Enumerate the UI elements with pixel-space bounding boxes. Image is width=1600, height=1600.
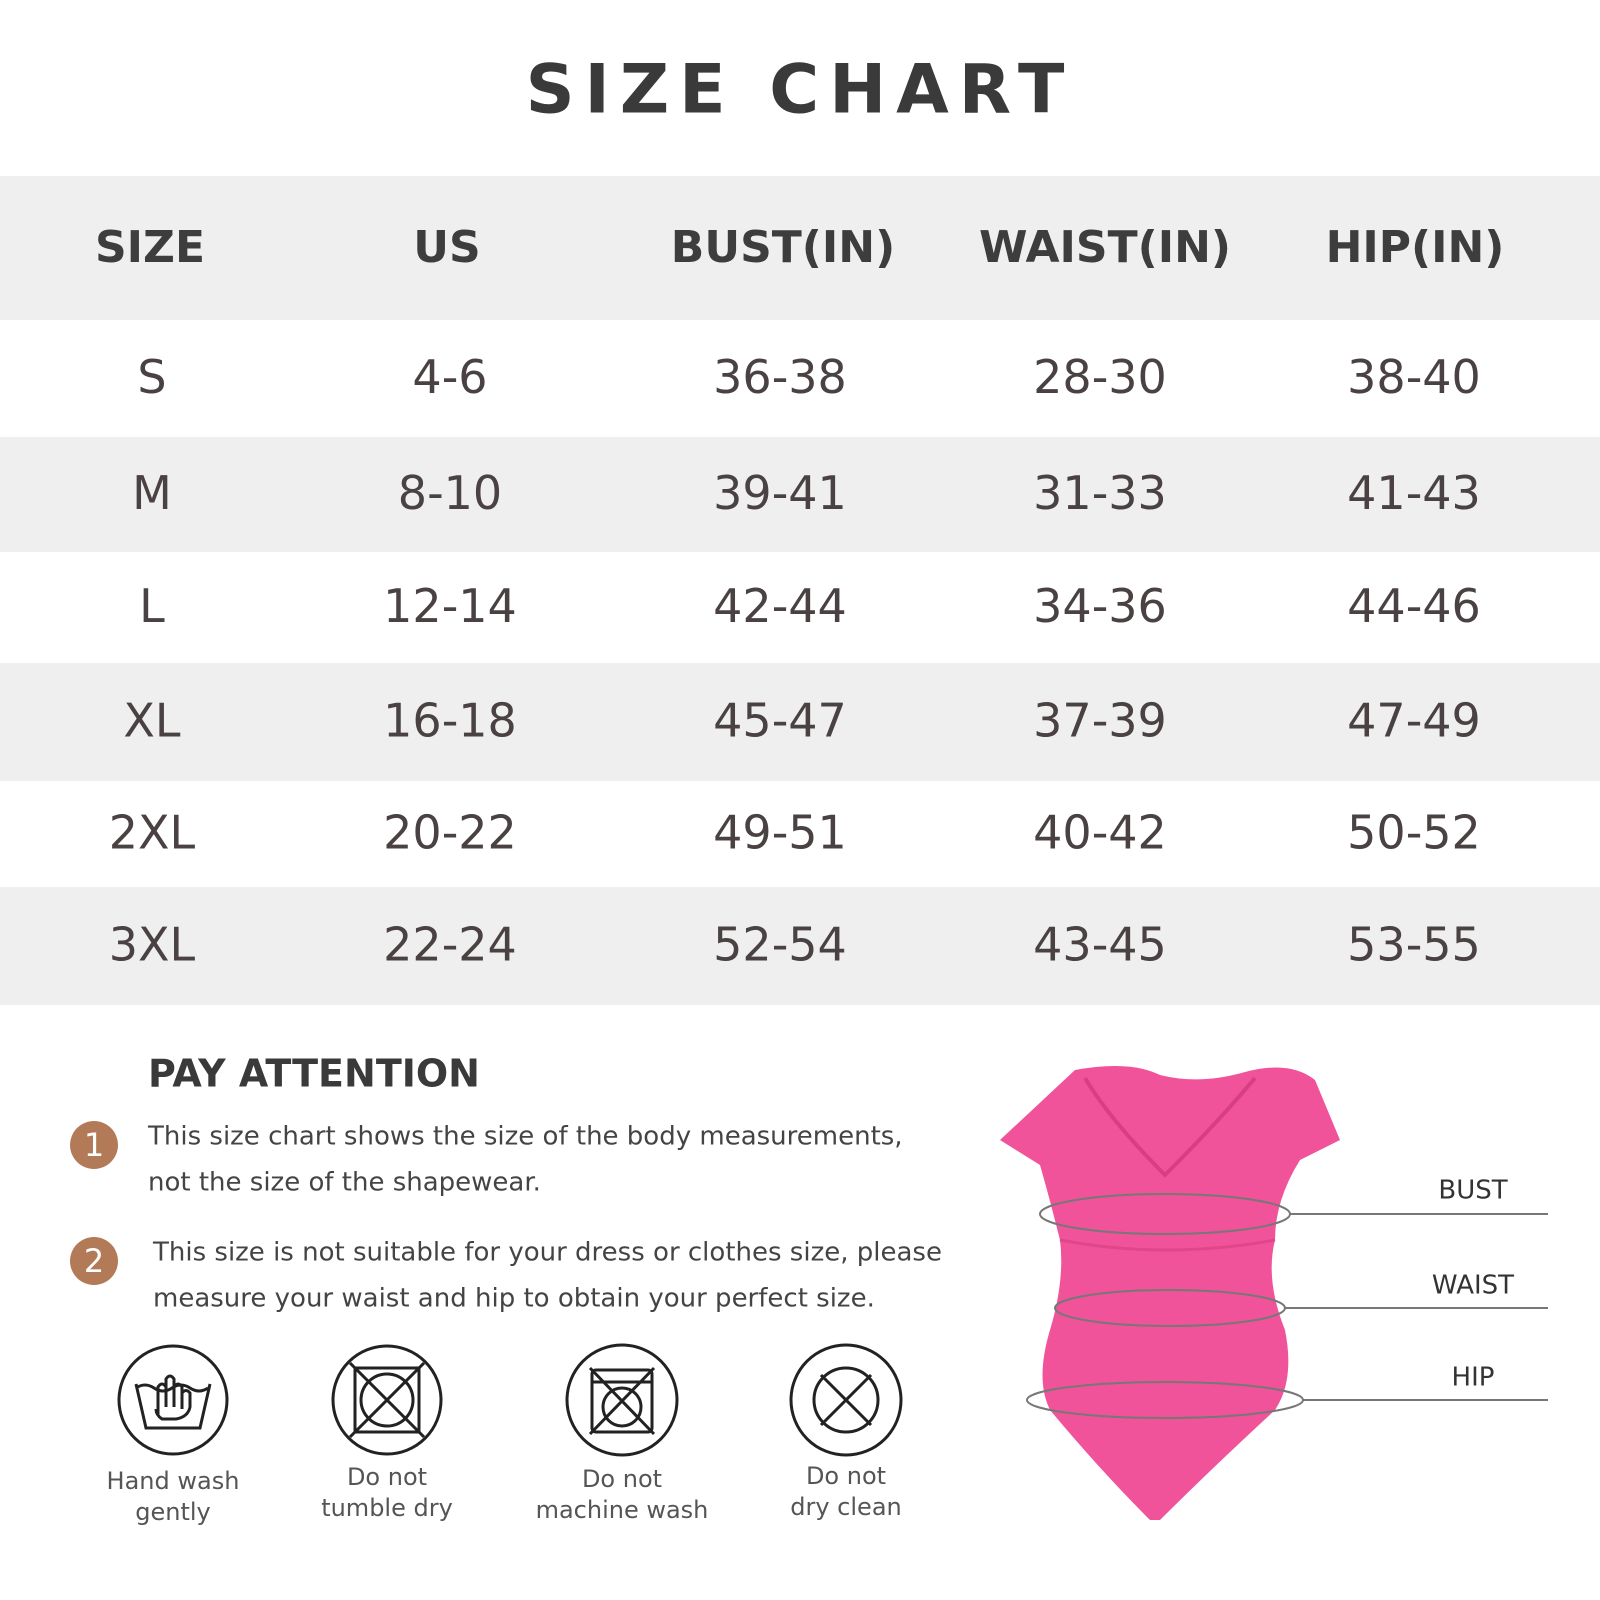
- note-text: not the size of the shapewear.: [148, 1168, 541, 1198]
- table-cell: 47-49: [1347, 694, 1481, 748]
- icon-washer: [590, 1368, 654, 1434]
- table-cell: 8-10: [398, 466, 502, 520]
- row-band: [0, 437, 1600, 552]
- table-cell: 4-6: [412, 350, 487, 404]
- size-table: SIZE US BUST(IN) WAIST(IN) HIP(IN) S 4-6 36-38 2…: [0, 176, 1600, 1005]
- care-label: gently: [135, 1498, 211, 1526]
- table-cell: 12-14: [383, 579, 517, 633]
- note-number: 2: [84, 1242, 104, 1280]
- header-cell: US: [413, 222, 480, 273]
- measure-rings: [1026, 1193, 1548, 1419]
- table-cell: L: [139, 579, 165, 633]
- table-cell: 3XL: [109, 918, 196, 972]
- care-label: Do not: [806, 1462, 886, 1490]
- header-cell: WAIST(IN): [979, 222, 1231, 273]
- note-badge: [70, 1121, 118, 1169]
- table-cell: 45-47: [713, 694, 847, 748]
- table-cell: M: [132, 466, 172, 520]
- table-cell: 36-38: [713, 350, 847, 404]
- row-band: [0, 663, 1600, 781]
- care-label: Do not: [582, 1465, 662, 1493]
- header-band: [0, 176, 1600, 320]
- title: SIZE CHART: [526, 51, 1075, 130]
- icon-circle: [565, 1343, 679, 1457]
- table-cell: 2XL: [109, 806, 196, 860]
- table-cell: 43-45: [1033, 918, 1167, 972]
- care-label: dry clean: [790, 1493, 901, 1521]
- header-cell: HIP(IN): [1326, 222, 1505, 273]
- table-cell: 28-30: [1033, 350, 1167, 404]
- bust-label: BUST: [1438, 1176, 1507, 1206]
- underbust: [1059, 1238, 1276, 1252]
- table-cell: 53-55: [1347, 918, 1481, 972]
- icon-drum: [359, 1372, 415, 1428]
- table-cell: 22-24: [383, 918, 517, 972]
- row-band: [0, 887, 1600, 1005]
- table-cell: 34-36: [1033, 579, 1167, 633]
- icon-circle: [331, 1344, 443, 1456]
- hip-label: HIP: [1452, 1363, 1495, 1393]
- table-cell: 49-51: [713, 806, 847, 860]
- table-cell: S: [137, 350, 166, 404]
- care-labels: Hand wash gently Do not tumble dry Do not mac…: [107, 1462, 902, 1526]
- note-number: 1: [84, 1126, 104, 1164]
- icon-circle: [789, 1343, 903, 1457]
- note-badge: [70, 1237, 118, 1285]
- neckline: [1083, 1076, 1257, 1178]
- care-icons: [117, 1343, 903, 1457]
- table-cell: 50-52: [1347, 806, 1481, 860]
- table-cell: 38-40: [1347, 350, 1481, 404]
- table-cell: 52-54: [713, 918, 847, 972]
- icon-cross: [819, 1373, 873, 1427]
- icon-tub: [134, 1383, 212, 1430]
- icon-water: [135, 1383, 209, 1393]
- bodysuit-illustration: BUST WAIST HIP: [1000, 1066, 1548, 1520]
- note-text: This size is not suitable for your dress…: [152, 1238, 942, 1268]
- icon-washer-drum: [601, 1386, 643, 1428]
- table-cell: XL: [123, 694, 181, 748]
- care-label: machine wash: [536, 1496, 709, 1524]
- table-cell: 41-43: [1347, 466, 1481, 520]
- table-cell: 37-39: [1033, 694, 1167, 748]
- icon-circle: [117, 1344, 229, 1456]
- table-cell: 31-33: [1033, 466, 1167, 520]
- table-cell: 20-22: [383, 806, 517, 860]
- table-cell: 40-42: [1033, 806, 1167, 860]
- table-cell: 44-46: [1347, 579, 1481, 633]
- table-cell: 42-44: [713, 579, 847, 633]
- care-label: Hand wash: [107, 1467, 240, 1495]
- icon-hand: [154, 1374, 192, 1421]
- icon-cross: [348, 1361, 426, 1439]
- bodysuit: [1000, 1066, 1340, 1520]
- care-label: Do not: [347, 1463, 427, 1491]
- note-text: measure your waist and hip to obtain you…: [153, 1284, 875, 1314]
- notes: 1 This size chart shows the size of the b…: [70, 1121, 942, 1314]
- icon-dryer: [353, 1366, 421, 1434]
- table-cell: 39-41: [713, 466, 847, 520]
- waist-label: WAIST: [1432, 1271, 1514, 1301]
- section-title: PAY ATTENTION: [148, 1052, 480, 1096]
- header-cell: BUST(IN): [671, 222, 895, 273]
- icon-dryclean: [812, 1366, 880, 1434]
- table-cell: 16-18: [383, 694, 517, 748]
- icon-cross: [588, 1366, 656, 1436]
- header-cell: SIZE: [95, 222, 205, 273]
- care-label: tumble dry: [321, 1494, 453, 1522]
- note-text: This size chart shows the size of the bo…: [147, 1122, 903, 1152]
